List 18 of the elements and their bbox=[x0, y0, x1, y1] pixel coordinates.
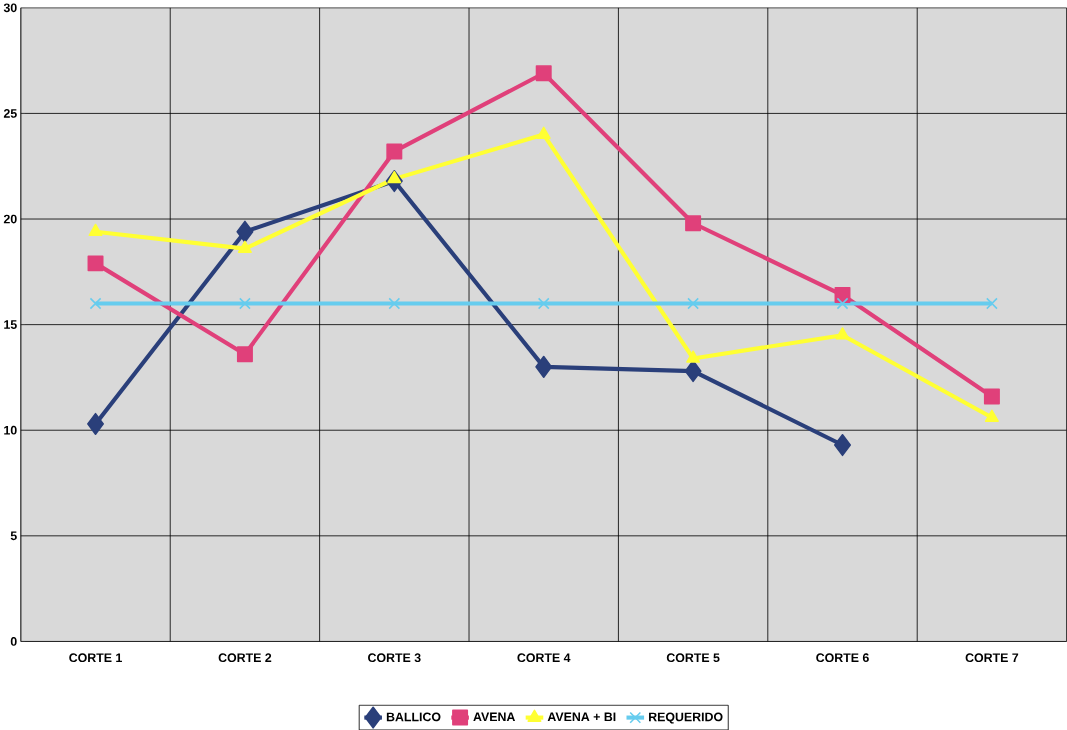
y-tick-label: 30 bbox=[3, 3, 17, 13]
x-tick-label: CORTE 2 bbox=[218, 653, 272, 662]
x-tick-label: CORTE 7 bbox=[965, 653, 1019, 662]
y-tick-label: 20 bbox=[3, 214, 17, 224]
x-tick-label: CORTE 3 bbox=[368, 653, 421, 662]
legend-label: BALLICO bbox=[386, 712, 441, 722]
legend-label: AVENA + BI bbox=[547, 712, 616, 721]
x-tick-label: CORTE 5 bbox=[666, 653, 720, 662]
legend-label: REQUERIDO bbox=[649, 712, 723, 724]
legend-label: AVENA bbox=[473, 712, 516, 721]
x-tick-label: CORTE 1 bbox=[69, 653, 122, 662]
y-tick-label: 15 bbox=[4, 320, 17, 329]
y-tick-label: 0 bbox=[10, 636, 17, 646]
y-tick-label: 10 bbox=[4, 425, 17, 435]
x-tick-label: CORTE 4 bbox=[517, 653, 571, 662]
y-tick-label: 25 bbox=[3, 108, 17, 118]
x-tick-label: CORTE 6 bbox=[816, 653, 869, 662]
y-tick-label: 5 bbox=[10, 531, 17, 540]
